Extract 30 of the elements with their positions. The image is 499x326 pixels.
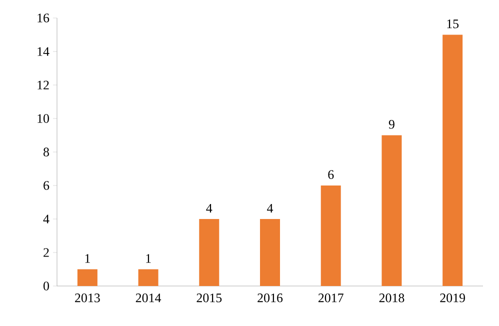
data-label: 1 [146, 254, 151, 263]
y-tick-label: 6 [44, 181, 50, 190]
x-tick-label: 2015 [196, 294, 222, 302]
bar [382, 135, 402, 286]
x-tick-label: 2014 [136, 294, 162, 302]
x-tick-label: 2013 [75, 294, 100, 302]
bar [320, 186, 341, 286]
y-tick-label: 8 [44, 148, 49, 156]
y-tick-label: 0 [44, 282, 49, 290]
x-tick-label: 2016 [258, 294, 283, 302]
data-label: 4 [206, 204, 212, 212]
data-label: 15 [447, 20, 459, 28]
x-tick-label: 2017 [318, 294, 344, 302]
data-label: 9 [388, 120, 394, 129]
data-label: 1 [85, 254, 90, 263]
bar [442, 34, 463, 286]
y-tick-label: 14 [38, 47, 50, 56]
y-tick-label: 4 [43, 214, 50, 224]
data-label: 4 [267, 204, 274, 212]
x-tick-label: 2018 [379, 294, 404, 302]
x-tick-label: 2019 [440, 294, 465, 302]
bar [77, 269, 98, 286]
bar [260, 219, 280, 286]
bar [199, 219, 220, 286]
y-tick-label: 12 [38, 80, 49, 90]
y-tick-label: 10 [38, 114, 49, 123]
y-tick-label: 16 [38, 14, 50, 22]
y-tick-label: 2 [44, 248, 49, 257]
data-label: 6 [328, 170, 334, 179]
bar [138, 269, 158, 286]
